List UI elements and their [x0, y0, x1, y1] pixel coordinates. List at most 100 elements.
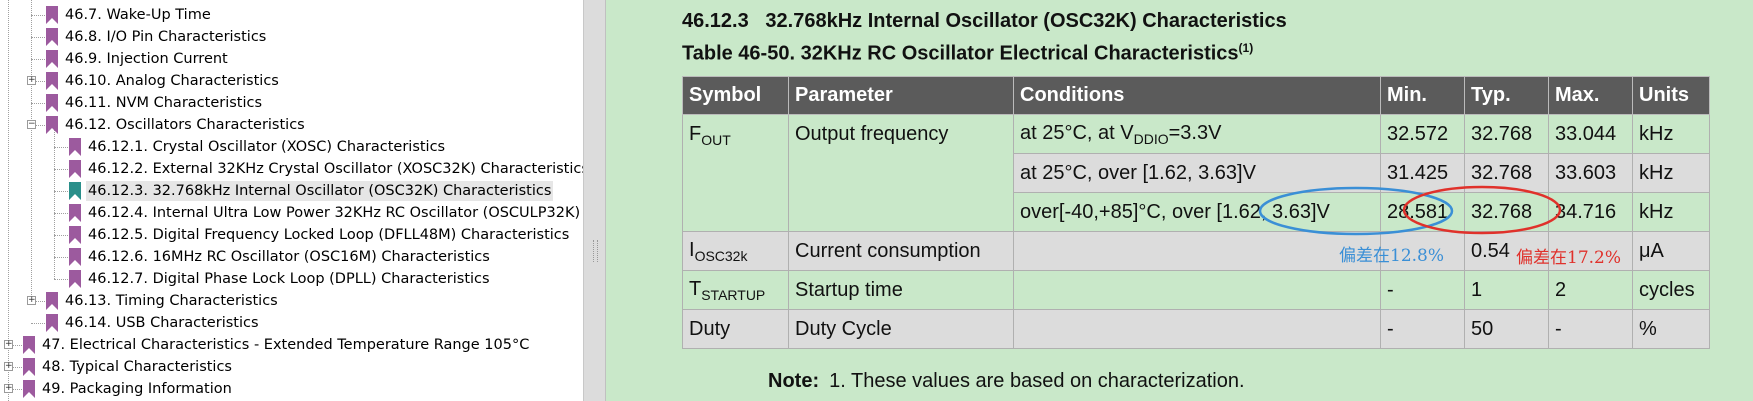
condition-cell	[1013, 309, 1381, 349]
bookmark-item[interactable]: 46.12.2. External 32KHz Crystal Oscillat…	[0, 158, 583, 180]
bookmark-item[interactable]: 46.12.4. Internal Ultra Low Power 32KHz …	[0, 202, 583, 224]
bookmark-label: 46.12. Oscillators Characteristics	[65, 117, 305, 133]
red-ellipse	[1402, 185, 1562, 235]
bookmark-item[interactable]: +49. Packaging Information	[0, 378, 583, 400]
header-typ: Typ.	[1464, 76, 1549, 115]
bookmark-icon	[68, 181, 82, 201]
bookmark-icon	[22, 357, 36, 377]
typ-cell: 50	[1464, 309, 1549, 349]
bookmark-label: 46.10. Analog Characteristics	[65, 73, 279, 89]
table-row: IOSC32k Current consumption 0.54 μA	[682, 231, 1710, 271]
tree-connector	[54, 257, 68, 258]
tree-connector	[31, 15, 45, 16]
symbol-duty: Duty	[682, 309, 789, 349]
tree-connector	[31, 301, 45, 302]
bookmark-item[interactable]: 46.14. USB Characteristics	[0, 312, 583, 334]
bookmark-item[interactable]: − 46.12. Oscillators Characteristics	[0, 114, 583, 136]
header-max: Max.	[1548, 76, 1633, 115]
bookmark-icon	[68, 247, 82, 267]
expand-icon[interactable]: +	[4, 383, 13, 393]
tree-guide-line	[8, 0, 9, 401]
bookmark-item[interactable]: 46.7. Wake-Up Time	[0, 4, 583, 26]
bookmarks-panel: 46.7. Wake-Up Time 46.8. I/O Pin Characte…	[0, 0, 583, 401]
bookmark-icon	[45, 27, 59, 47]
red-annotation-text: 偏差在17.2%	[1516, 248, 1622, 268]
collapse-icon[interactable]: −	[27, 119, 36, 129]
tree-connector	[31, 103, 45, 104]
tree-connector	[31, 37, 45, 38]
table-row: FOUT Output frequency at 25°C, at VDDIO=…	[682, 114, 1710, 232]
tree-connector	[54, 191, 68, 192]
tree-connector	[8, 389, 22, 390]
condition-cell: at 25°C, at VDDIO=3.3V	[1013, 114, 1381, 154]
parameter-current: Current consumption	[788, 231, 1014, 271]
tree-connector	[54, 147, 68, 148]
bookmark-icon	[22, 379, 36, 399]
bookmark-label: 46.13. Timing Characteristics	[65, 293, 278, 309]
expand-icon[interactable]: +	[27, 295, 36, 305]
bookmark-icon	[68, 269, 82, 289]
symbol-iosc32k: IOSC32k	[682, 231, 789, 271]
bookmark-icon	[45, 291, 59, 311]
table-caption-text: Table 46-50. 32KHz RC Oscillator Electri…	[682, 42, 1239, 65]
bookmark-item[interactable]: 46.12.7. Digital Phase Lock Loop (DPLL) …	[0, 268, 583, 290]
typ-cell: 32.768	[1464, 192, 1549, 232]
expand-icon[interactable]: +	[4, 361, 13, 371]
bookmark-icon	[68, 225, 82, 245]
bookmark-item[interactable]: +46.10. Analog Characteristics	[0, 70, 583, 92]
bookmark-label: 48. Typical Characteristics	[42, 359, 232, 375]
bookmark-label: 46.14. USB Characteristics	[65, 315, 259, 331]
expand-icon[interactable]: +	[4, 339, 13, 349]
tree-connector	[8, 345, 22, 346]
condition-cell: at 25°C, over [1.62, 3.63]V	[1013, 153, 1381, 193]
table-caption: Table 46-50. 32KHz RC Oscillator Electri…	[682, 41, 1253, 66]
header-parameter: Parameter	[788, 76, 1014, 115]
panel-splitter[interactable]	[583, 0, 606, 401]
table-header-row: Symbol Parameter Conditions Min. Typ. Ma…	[682, 76, 1710, 115]
section-title: 32.768kHz Internal Oscillator (OSC32K) C…	[765, 10, 1287, 32]
tree-connector	[31, 59, 45, 60]
min-cell: -	[1380, 309, 1465, 349]
expand-icon[interactable]: +	[27, 75, 36, 85]
bookmark-item[interactable]: +48. Typical Characteristics	[0, 356, 583, 378]
bookmark-item[interactable]: 46.8. I/O Pin Characteristics	[0, 26, 583, 48]
bookmark-label: 46.12.6. 16MHz RC Oscillator (OSC16M) Ch…	[88, 249, 490, 265]
section-number: 46.12.3	[682, 10, 749, 32]
symbol-fout: FOUT	[682, 114, 789, 232]
bookmark-icon	[68, 159, 82, 179]
bookmark-label: 47. Electrical Characteristics - Extende…	[42, 337, 530, 353]
annotation-layer	[1258, 185, 1562, 236]
bookmark-icon	[68, 203, 82, 223]
tree-connector	[31, 81, 45, 82]
splitter-grip-icon	[593, 240, 598, 262]
table-note: Note: 1. These values are based on charac…	[768, 370, 1245, 393]
tree-connector	[54, 169, 68, 170]
blue-annotation-text: 偏差在12.8%	[1339, 246, 1445, 266]
bookmark-item[interactable]: 46.12.3. 32.768kHz Internal Oscillator (…	[0, 180, 583, 202]
table-row: TSTARTUP Startup time - 1 2 cycles	[682, 270, 1710, 310]
bookmark-label: 46.12.4. Internal Ultra Low Power 32KHz …	[88, 205, 583, 221]
units-cell: kHz	[1632, 153, 1710, 193]
max-cell: 33.044	[1548, 114, 1633, 154]
bookmark-icon	[45, 49, 59, 69]
bookmark-item[interactable]: +47. Electrical Characteristics - Extend…	[0, 334, 583, 356]
bookmark-item[interactable]: 46.12.6. 16MHz RC Oscillator (OSC16M) Ch…	[0, 246, 583, 268]
parameter-duty: Duty Cycle	[788, 309, 1014, 349]
bookmark-item[interactable]: +46.13. Timing Characteristics	[0, 290, 583, 312]
bookmark-label: 46.12.7. Digital Phase Lock Loop (DPLL) …	[88, 271, 490, 287]
bookmark-item[interactable]: 46.9. Injection Current	[0, 48, 583, 70]
bookmark-label: 46.12.1. Crystal Oscillator (XOSC) Chara…	[88, 139, 446, 155]
condition-cell	[1013, 231, 1381, 271]
bookmark-item[interactable]: 46.12.1. Crystal Oscillator (XOSC) Chara…	[0, 136, 583, 158]
bookmark-icon	[45, 5, 59, 25]
tree-connector	[8, 367, 22, 368]
symbol-tstartup: TSTARTUP	[682, 270, 789, 310]
bookmark-icon	[45, 115, 59, 135]
bookmark-label: 46.9. Injection Current	[65, 51, 228, 67]
typ-cell: 0.54	[1464, 231, 1549, 271]
bookmark-icon	[45, 71, 59, 91]
bookmark-item[interactable]: 46.12.5. Digital Frequency Locked Loop (…	[0, 224, 583, 246]
note-label: Note:	[768, 370, 820, 392]
bookmark-item[interactable]: 46.11. NVM Characteristics	[0, 92, 583, 114]
tree-guide-line	[31, 0, 32, 301]
